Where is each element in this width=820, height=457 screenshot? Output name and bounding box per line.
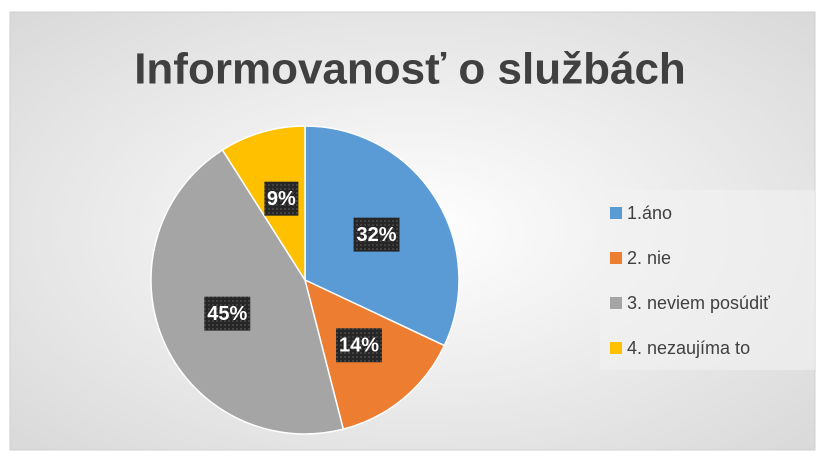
data-label: 32%: [356, 224, 396, 246]
pie-slice: [150, 148, 345, 435]
legend-swatch: [610, 297, 622, 309]
legend-label: 1.áno: [627, 203, 672, 223]
data-label: 14%: [339, 335, 379, 357]
legend-label: 2. nie: [627, 248, 671, 268]
legend-swatch: [610, 207, 622, 219]
chart-title: Informovanosť o službách: [134, 45, 686, 94]
data-label-box: [353, 217, 400, 252]
data-label-box: [264, 181, 299, 216]
data-label-box: [204, 296, 251, 331]
legend-swatch: [610, 342, 622, 354]
data-label: 45%: [207, 303, 247, 325]
data-label: 9%: [267, 188, 296, 210]
legend-swatch: [610, 252, 622, 264]
legend-label: 3. neviem posúdiť: [627, 293, 770, 313]
legend-label: 4. nezaujíma to: [627, 338, 750, 358]
legend-box: [600, 190, 815, 370]
pie-slice: [221, 125, 306, 283]
data-label-box: [335, 328, 382, 363]
